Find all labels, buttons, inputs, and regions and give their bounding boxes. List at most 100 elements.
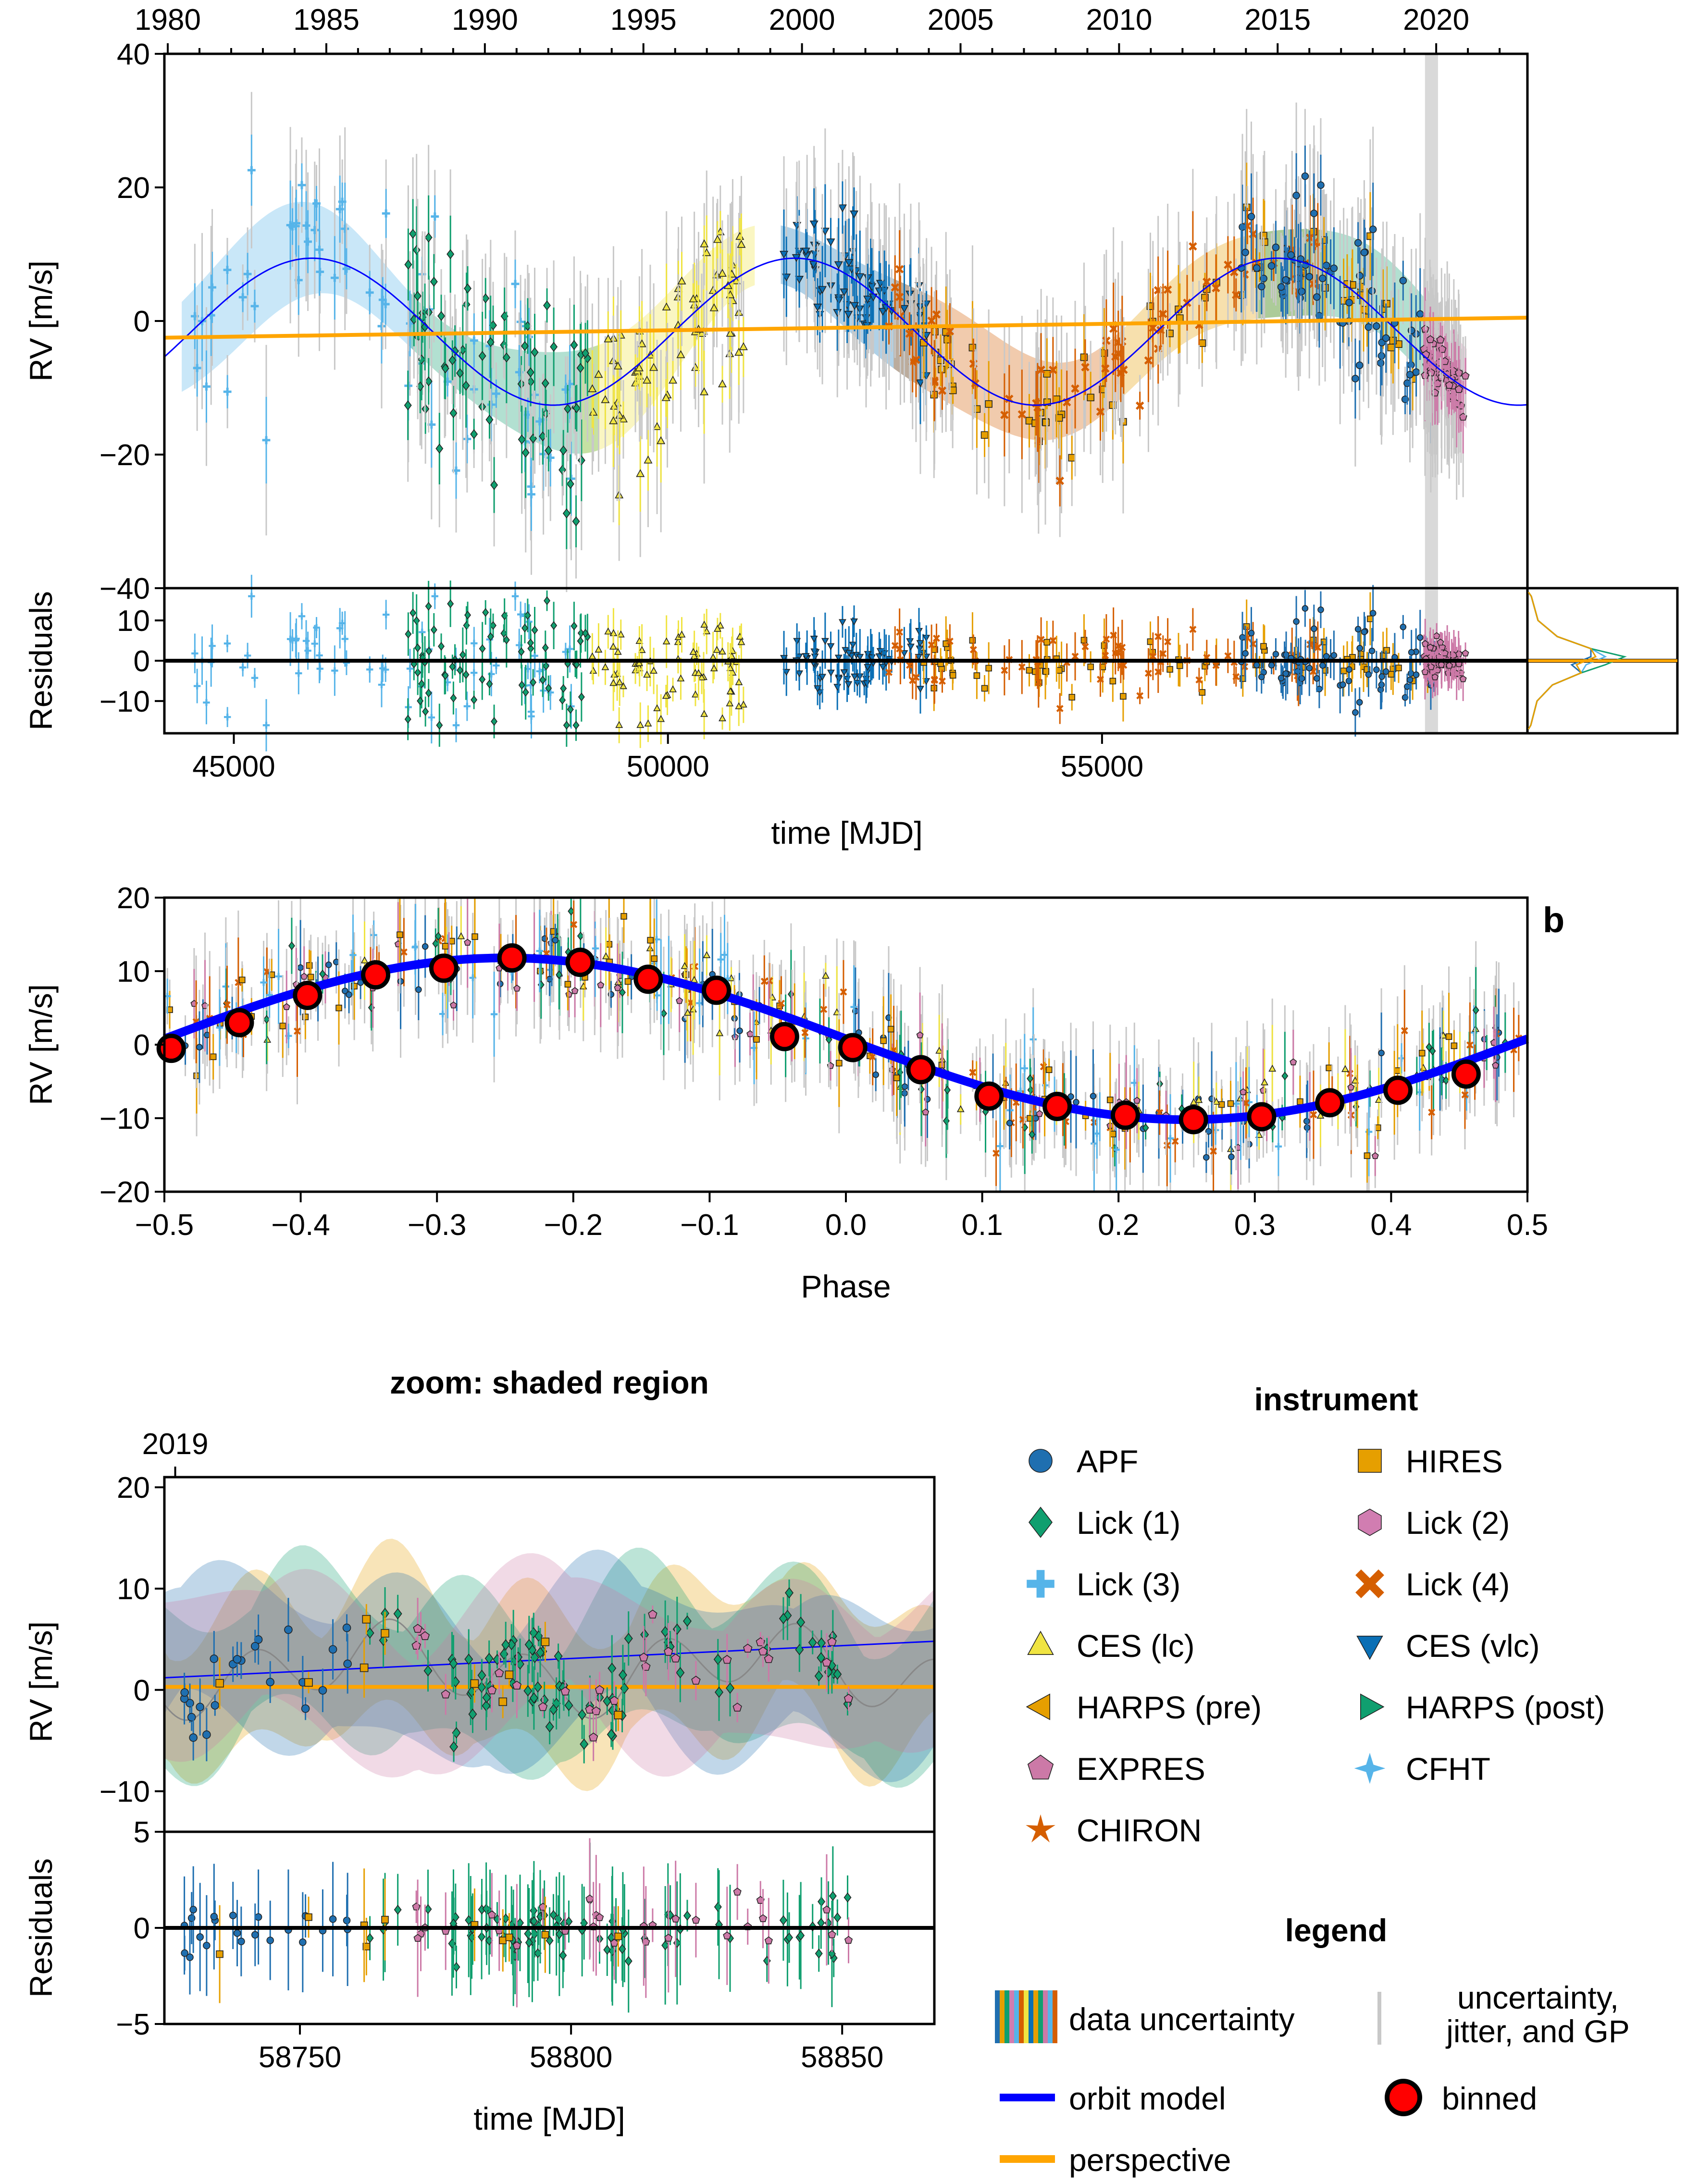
data-point-apf bbox=[1292, 192, 1300, 199]
zoom-residual-point bbox=[585, 1894, 594, 1902]
data-point-lick-4- bbox=[1101, 364, 1110, 373]
data-point-hires bbox=[1087, 394, 1094, 402]
data-point-hires bbox=[968, 344, 977, 352]
zoom-residual-point bbox=[844, 1892, 852, 1903]
residual-point bbox=[1144, 669, 1152, 677]
y-tick-label: 20 bbox=[117, 882, 150, 915]
zoom-data-point bbox=[588, 1732, 598, 1741]
residual-point bbox=[653, 704, 661, 712]
residual-point bbox=[650, 666, 658, 674]
y-tick-label: −10 bbox=[99, 1776, 150, 1809]
residual-point bbox=[316, 652, 323, 659]
top-year-label: 2020 bbox=[1403, 3, 1469, 37]
zoom-data-point bbox=[512, 1680, 522, 1690]
phase-data-point bbox=[279, 1023, 286, 1029]
zoom-data-point bbox=[796, 1616, 806, 1628]
zoom-data-point bbox=[505, 1670, 514, 1679]
phase-data-point bbox=[676, 997, 683, 1004]
zoom-residual-point bbox=[664, 1934, 673, 1942]
residual-point bbox=[906, 638, 914, 645]
residual-point bbox=[1302, 605, 1309, 612]
zoom-data-point bbox=[420, 1631, 430, 1640]
residual-point bbox=[1035, 678, 1042, 686]
phase-data-point bbox=[1297, 1098, 1303, 1105]
top-year-label: 1995 bbox=[610, 3, 677, 37]
phase-data-point bbox=[690, 975, 698, 983]
residual-point bbox=[635, 659, 643, 666]
zoom-residual-point bbox=[779, 1915, 787, 1925]
zoom-residual-point bbox=[822, 1905, 831, 1913]
residual-point bbox=[248, 592, 255, 600]
data-point-lick-4- bbox=[891, 283, 899, 292]
orbit-model-label: orbit model bbox=[1069, 2081, 1226, 2116]
residual-point bbox=[662, 637, 670, 644]
phase-data-point bbox=[820, 1006, 828, 1013]
binned-point bbox=[224, 1008, 254, 1037]
residual-point bbox=[447, 599, 454, 608]
residual-point bbox=[1272, 651, 1279, 658]
data-point-ces-lc- bbox=[634, 363, 644, 371]
zoom-data-point bbox=[535, 1647, 545, 1658]
zoom-data-point bbox=[482, 1691, 491, 1703]
data-point-ces-vlc- bbox=[844, 259, 854, 267]
data-point-lick-4- bbox=[1135, 401, 1144, 410]
residual-point bbox=[1446, 662, 1453, 669]
residual-point bbox=[425, 646, 433, 656]
phase-data-point bbox=[683, 1009, 692, 1016]
data-point-ces-vlc- bbox=[849, 210, 859, 219]
residual-point bbox=[718, 647, 726, 655]
phase-data-point bbox=[346, 991, 352, 998]
binned-point bbox=[974, 1081, 1004, 1111]
data-point-ces-lc- bbox=[637, 339, 646, 347]
residual-point bbox=[840, 669, 848, 677]
residual-point bbox=[545, 683, 552, 693]
uncertainty-label-line2: jitter, and GP bbox=[1445, 2013, 1630, 2049]
residual-point bbox=[856, 654, 864, 661]
residual-y-tick-label: 5 bbox=[134, 1816, 150, 1849]
zoom-residual-point bbox=[844, 1936, 853, 1944]
residual-point bbox=[614, 648, 622, 655]
data-point-lick-4- bbox=[895, 265, 904, 273]
binned-point bbox=[633, 964, 663, 994]
residual-histogram bbox=[1527, 592, 1677, 730]
residual-point bbox=[907, 643, 915, 651]
phase-data-point bbox=[223, 1001, 231, 1009]
data-point-hires bbox=[1080, 353, 1088, 361]
data-point-ces-vlc- bbox=[863, 296, 872, 304]
data-point-lick-4- bbox=[1037, 365, 1045, 374]
perspective-label: perspective bbox=[1069, 2142, 1231, 2178]
phase-data-point bbox=[592, 945, 599, 952]
residual-point bbox=[644, 719, 652, 727]
residual-point bbox=[567, 705, 574, 714]
phase-data-point bbox=[1375, 1096, 1383, 1103]
data-point-apf bbox=[1360, 248, 1368, 257]
data-point-lick-1- bbox=[570, 340, 578, 350]
data-point-lick-4- bbox=[1055, 476, 1064, 485]
zoom-data-point bbox=[211, 1701, 220, 1710]
residual-point bbox=[930, 676, 938, 683]
residual-point bbox=[1395, 665, 1402, 671]
data-point-lick-1- bbox=[562, 508, 571, 518]
phase-data-point bbox=[821, 972, 830, 979]
residual-point bbox=[906, 661, 913, 669]
zoom-residual-point bbox=[595, 1913, 604, 1921]
data-point-lick-1- bbox=[404, 400, 412, 410]
phase-data-point bbox=[325, 961, 332, 968]
residual-point bbox=[1018, 663, 1026, 671]
residual-point bbox=[1154, 633, 1162, 641]
data-point-ces-lc- bbox=[619, 414, 628, 423]
data-point-apf bbox=[1364, 323, 1373, 331]
data-point-lick-3- bbox=[330, 273, 339, 282]
zoom-data-point bbox=[784, 1587, 794, 1599]
zoom-data-point bbox=[538, 1702, 548, 1711]
residual-point bbox=[286, 635, 294, 643]
zoom-residual-point bbox=[671, 1914, 680, 1923]
residual-point bbox=[313, 624, 320, 631]
residual-point bbox=[482, 608, 489, 617]
residual-point bbox=[449, 662, 456, 671]
data-point-ces-lc- bbox=[739, 342, 748, 350]
phase-data-point bbox=[1240, 1088, 1247, 1096]
y-tick-label: −20 bbox=[99, 1176, 150, 1209]
legend-marker-cfht bbox=[1354, 1752, 1386, 1784]
phase-data-point bbox=[703, 951, 711, 958]
